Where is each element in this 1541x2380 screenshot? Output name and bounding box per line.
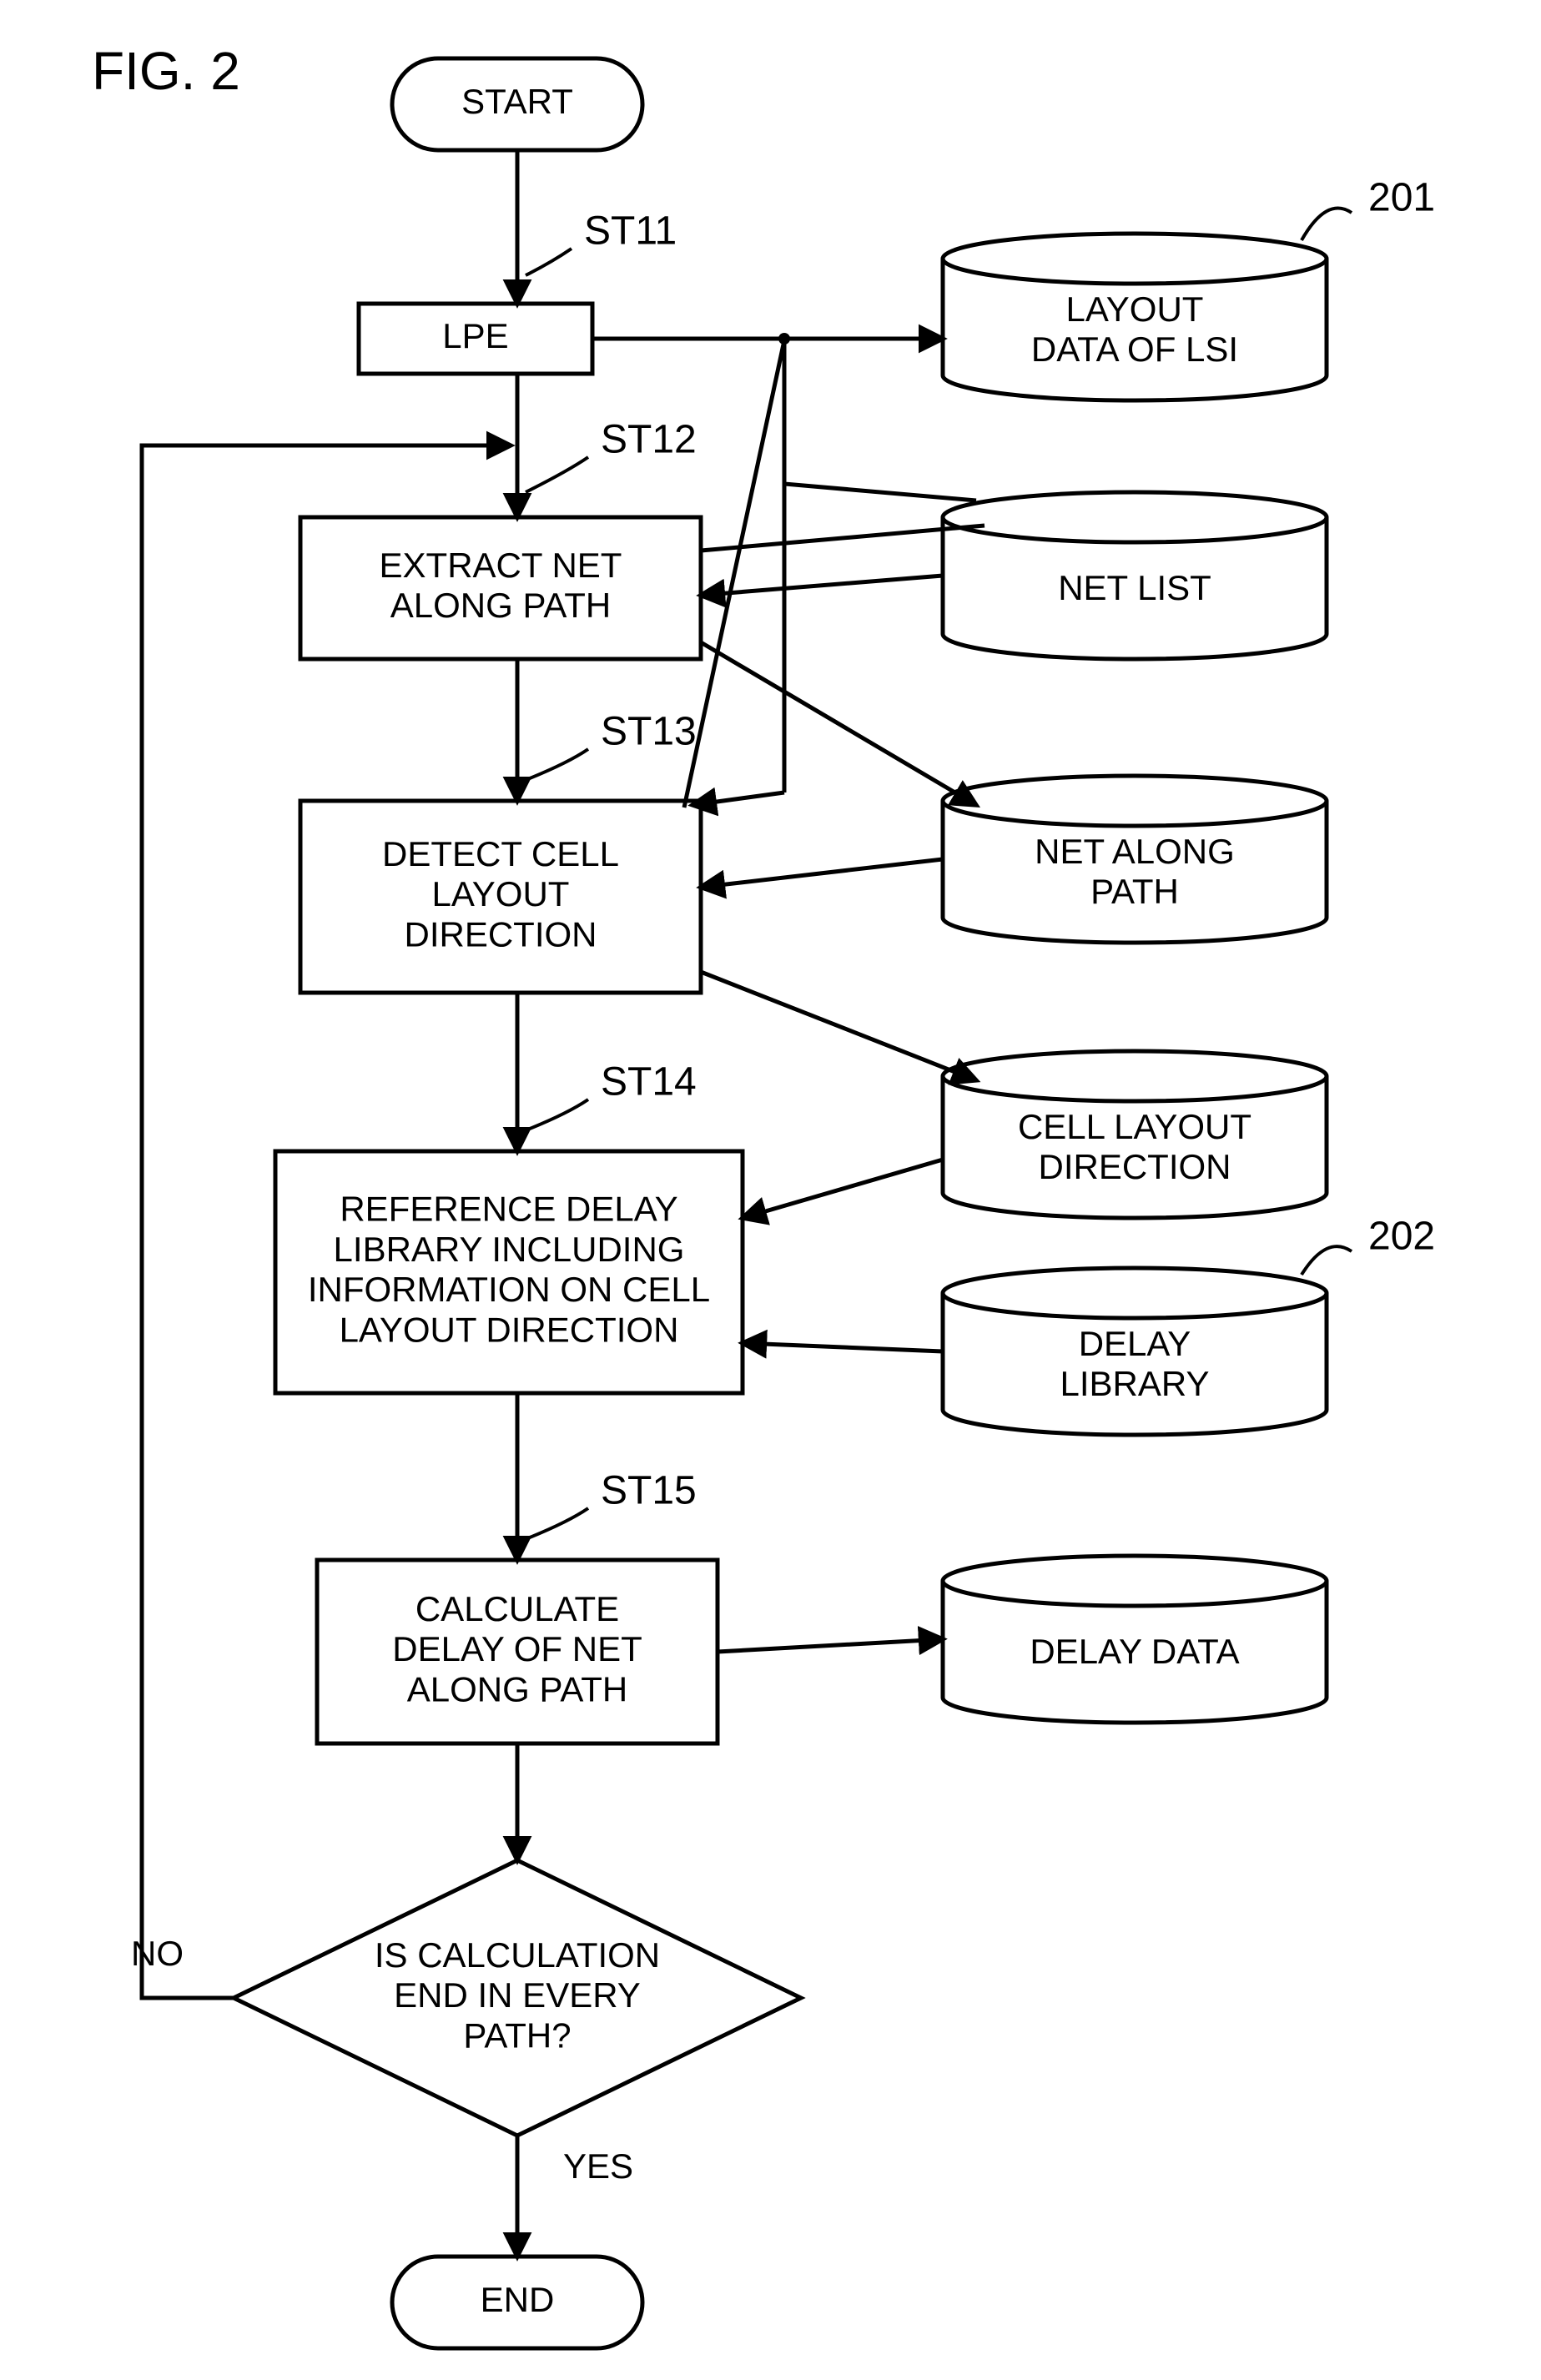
process-detect-line1: LAYOUT [432, 874, 570, 913]
data-layout-line0: LAYOUT [1066, 289, 1204, 329]
data-netlist-line0: NET LIST [1058, 568, 1211, 607]
decision-yes: YES [563, 2146, 633, 2186]
process-calculate-line1: DELAY OF NET [392, 1629, 642, 1668]
process-reference-line1: LIBRARY INCLUDING [334, 1230, 685, 1269]
data-delaylib-line1: LIBRARY [1060, 1364, 1210, 1403]
ref-201: 201 [1368, 176, 1435, 220]
process-extract-line0: EXTRACT NET [380, 546, 622, 585]
process-detect-line2: DIRECTION [405, 914, 597, 954]
label-st12: ST12 [601, 418, 697, 462]
data-delaydata-line0: DELAY DATA [1030, 1632, 1239, 1671]
decision-line0: IS CALCULATION [375, 1935, 660, 1975]
data-delaylib-line0: DELAY [1079, 1324, 1191, 1363]
process-reference-line3: LAYOUT DIRECTION [340, 1311, 679, 1350]
data-layout-line1: DATA OF LSI [1031, 330, 1238, 369]
process-lpe-line0: LPE [442, 316, 508, 355]
data-netalong-line1: PATH [1090, 872, 1179, 911]
process-reference-line0: REFERENCE DELAY [340, 1190, 677, 1229]
end-terminator-label: END [481, 2280, 555, 2319]
process-extract-line1: ALONG PATH [390, 586, 612, 625]
label-st11: ST11 [584, 209, 677, 254]
process-calculate-line2: ALONG PATH [407, 1669, 628, 1708]
decision-line2: PATH? [463, 2015, 571, 2055]
process-calculate-line0: CALCULATE [415, 1589, 619, 1628]
label-st14: ST14 [601, 1060, 697, 1104]
start-terminator-label: START [461, 82, 573, 121]
decision-line1: END IN EVERY [394, 1975, 641, 2015]
decision-no: NO [131, 1934, 184, 1973]
figure-label: FIG. 2 [92, 41, 240, 101]
label-st15: ST15 [601, 1469, 697, 1513]
process-reference-line2: INFORMATION ON CELL [308, 1270, 710, 1309]
label-st13: ST13 [601, 710, 697, 754]
data-celldir-line0: CELL LAYOUT [1018, 1107, 1251, 1146]
ref-202: 202 [1368, 1215, 1435, 1259]
data-netalong-line0: NET ALONG [1035, 832, 1235, 871]
data-celldir-line1: DIRECTION [1039, 1147, 1231, 1186]
process-detect-line0: DETECT CELL [382, 834, 619, 873]
